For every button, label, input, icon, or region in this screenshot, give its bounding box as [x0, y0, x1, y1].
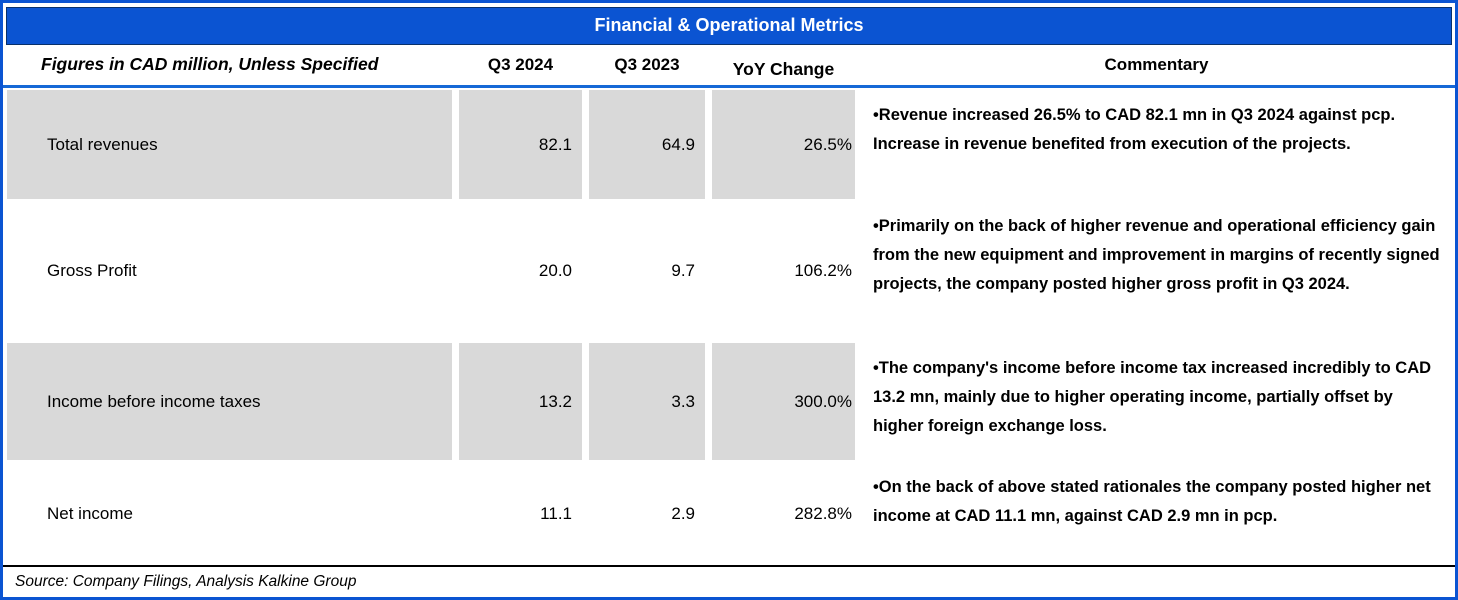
table-header-row: Figures in CAD million, Unless Specified… — [3, 45, 1455, 88]
row-commentary: •Primarily on the back of higher revenue… — [873, 217, 1440, 294]
table-row-total-revenues: Total revenues 82.1 64.9 26.5% •Revenue … — [3, 89, 1455, 200]
value-yoy-change: 26.5% — [712, 89, 855, 200]
row-label: Total revenues — [7, 89, 452, 200]
value-q3-2024: 13.2 — [459, 342, 582, 461]
value-yoy-change: 282.8% — [794, 503, 852, 523]
value-q3-2024: 20.0 — [538, 261, 572, 281]
row-label: Gross Profit — [47, 261, 137, 281]
value-yoy-change: 106.2% — [794, 261, 852, 281]
header-yoy-change: YoY Change — [732, 59, 835, 80]
row-commentary: •The company's income before income tax … — [873, 358, 1432, 435]
table-row-gross-profit: Gross Profit 20.0 9.7 106.2% •Primarily … — [3, 201, 1455, 341]
row-label: Net income — [47, 503, 133, 523]
value-yoy-change: 300.0% — [712, 342, 855, 461]
row-commentary: •Revenue increased 26.5% to CAD 82.1 mn … — [873, 105, 1396, 153]
source-note: Source: Company Filings, Analysis Kalkin… — [3, 565, 1455, 597]
value-q3-2023: 64.9 — [589, 89, 705, 200]
header-q3-2024: Q3 2024 — [487, 54, 554, 74]
table-row-income-before-taxes: Income before income taxes 13.2 3.3 300.… — [3, 342, 1455, 461]
value-q3-2023: 3.3 — [589, 342, 705, 461]
header-commentary: Commentary — [1104, 54, 1209, 74]
value-q3-2024: 11.1 — [540, 503, 572, 523]
table-title: Financial & Operational Metrics — [6, 7, 1452, 45]
header-q3-2023: Q3 2023 — [614, 54, 680, 74]
table-row-net-income: Net income 11.1 2.9 282.8% •On the back … — [3, 462, 1455, 565]
value-q3-2023: 9.7 — [671, 261, 695, 281]
value-q3-2023: 2.9 — [671, 503, 695, 523]
value-q3-2024: 82.1 — [459, 89, 582, 200]
row-label: Income before income taxes — [7, 342, 452, 461]
row-commentary: •On the back of above stated rationales … — [873, 478, 1431, 526]
header-figures-label: Figures in CAD million, Unless Specified — [41, 54, 379, 75]
